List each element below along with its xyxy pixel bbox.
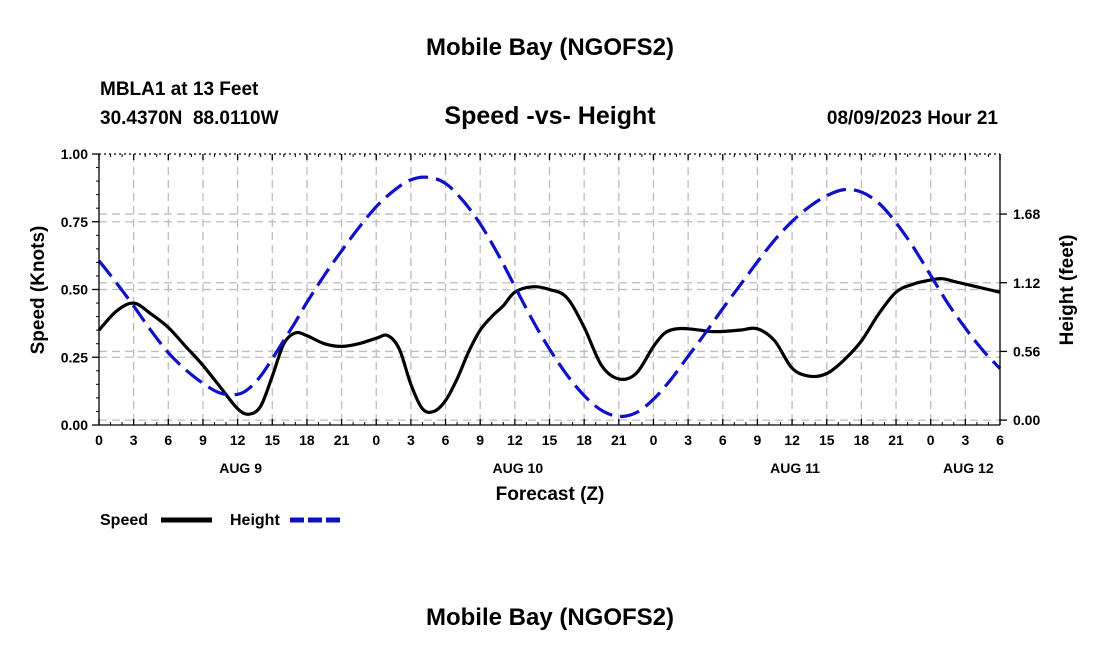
speed-series-line (97, 277, 1001, 416)
chart-subtitle: Speed -vs- Height (444, 102, 656, 130)
y-axis-label: Speed (Knots) (28, 226, 49, 355)
x-tick-label: 9 (754, 432, 762, 448)
x-tick-label: 21 (334, 432, 350, 448)
x-tick-label: 12 (784, 432, 800, 448)
axes-layer (92, 153, 1007, 426)
legend-speed-label: Speed (100, 512, 148, 529)
x-tick-label: 21 (888, 432, 904, 448)
station-coordinates: 30.4370N 88.0110W (100, 108, 279, 129)
y2-tick-label: 1.68 (1013, 206, 1040, 222)
day-label: AUG 11 (770, 460, 820, 476)
y2-tick-label: 0.00 (1013, 412, 1040, 428)
x-axis-label: Forecast (Z) (496, 484, 605, 505)
y-tick-label: 0.75 (61, 214, 88, 230)
x-tick-label: 12 (507, 432, 523, 448)
x-tick-label: 18 (299, 432, 315, 448)
x-tick-label: 0 (650, 432, 658, 448)
series-layer (97, 175, 1002, 419)
labels-layer: 0 3 6 9 12 15 18 21 0 3 6 9 12 15 18 21 0 3 6 9 12 15 18 21 0 3 6A… (61, 146, 1041, 476)
x-tick-label: 12 (230, 432, 246, 448)
height-series-line (97, 175, 1002, 419)
x-tick-label: 15 (542, 432, 558, 448)
day-label: AUG 9 (219, 460, 262, 476)
x-tick-label: 3 (130, 432, 138, 448)
y2-axis-label: Height (feet) (1057, 235, 1078, 346)
x-tick-label: 3 (961, 432, 969, 448)
footer-title: Mobile Bay (NGOFS2) (426, 604, 674, 631)
forecast-timestamp: 08/09/2023 Hour 21 (827, 108, 999, 129)
x-tick-label: 0 (95, 432, 103, 448)
station-label: MBLA1 at 13 Feet (100, 79, 259, 100)
x-tick-label: 0 (372, 432, 380, 448)
day-label: AUG 10 (493, 460, 544, 476)
y2-tick-label: 0.56 (1013, 343, 1040, 359)
y2-tick-label: 1.12 (1013, 275, 1040, 291)
x-tick-label: 0 (927, 432, 935, 448)
day-label: AUG 12 (943, 460, 994, 476)
x-tick-label: 6 (164, 432, 172, 448)
x-tick-label: 18 (576, 432, 592, 448)
x-tick-label: 15 (264, 432, 280, 448)
x-tick-label: 18 (854, 432, 870, 448)
chart-title: Mobile Bay (NGOFS2) (426, 34, 674, 61)
x-tick-label: 6 (719, 432, 727, 448)
x-tick-label: 21 (611, 432, 627, 448)
y-tick-label: 0.50 (61, 282, 88, 298)
x-tick-label: 15 (819, 432, 835, 448)
legend: Speed Height (100, 512, 342, 529)
y-tick-label: 0.25 (61, 349, 88, 365)
x-tick-label: 9 (476, 432, 484, 448)
y-tick-label: 1.00 (61, 146, 88, 162)
legend-height-label: Height (230, 512, 280, 529)
x-tick-label: 9 (199, 432, 207, 448)
x-tick-label: 6 (996, 432, 1004, 448)
x-tick-label: 6 (442, 432, 450, 448)
y-tick-label: 0.00 (61, 417, 88, 433)
x-tick-label: 3 (407, 432, 415, 448)
x-tick-label: 3 (684, 432, 692, 448)
